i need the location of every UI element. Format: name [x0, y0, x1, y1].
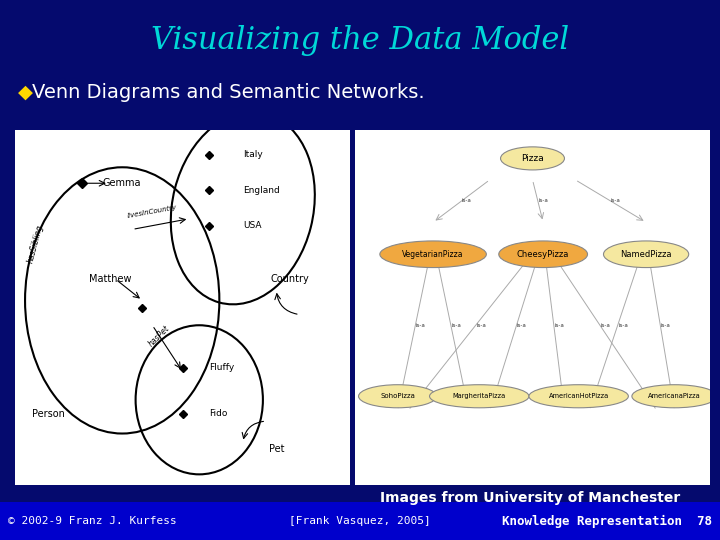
Text: Images from University of Manchester: Images from University of Manchester [380, 491, 680, 505]
Text: is-a: is-a [611, 199, 621, 204]
Text: is-a: is-a [539, 199, 548, 204]
Text: is-a: is-a [451, 323, 461, 328]
Ellipse shape [499, 241, 588, 267]
Text: Venn Diagrams and Semantic Networks.: Venn Diagrams and Semantic Networks. [32, 83, 425, 102]
Text: hasPet: hasPet [147, 323, 171, 348]
Text: Fluffy: Fluffy [210, 363, 235, 373]
Bar [15, 130, 350, 485]
Text: Gemma: Gemma [103, 178, 141, 188]
Text: VegetarianPizza: VegetarianPizza [402, 249, 464, 259]
Text: Pizza: Pizza [521, 154, 544, 163]
Text: USA: USA [243, 221, 261, 231]
Text: [Frank Vasquez, 2005]: [Frank Vasquez, 2005] [289, 516, 431, 526]
Text: is-a: is-a [661, 323, 670, 328]
Text: Fido: Fido [210, 409, 228, 418]
Text: Italy: Italy [243, 150, 263, 159]
Text: is-a: is-a [476, 323, 486, 328]
Text: © 2002-9 Franz J. Kurfess: © 2002-9 Franz J. Kurfess [8, 516, 176, 526]
Ellipse shape [603, 241, 689, 267]
Ellipse shape [529, 384, 629, 408]
Text: Country: Country [270, 274, 309, 284]
Text: is-a: is-a [462, 199, 472, 204]
Text: is-a: is-a [554, 323, 564, 328]
Text: Pet: Pet [269, 444, 284, 455]
Text: CheesyPizza: CheesyPizza [517, 249, 570, 259]
Ellipse shape [359, 384, 436, 408]
Ellipse shape [500, 147, 564, 170]
Text: is-a: is-a [415, 323, 426, 328]
Ellipse shape [430, 384, 529, 408]
Text: is-a: is-a [517, 323, 527, 328]
Text: ◆: ◆ [18, 83, 33, 102]
Text: hasSibling: hasSibling [26, 224, 45, 264]
Text: SohoPizza: SohoPizza [380, 393, 415, 399]
Text: Person: Person [32, 409, 65, 419]
Bar [0, 502, 720, 540]
Ellipse shape [380, 241, 486, 267]
Text: is-a: is-a [618, 323, 628, 328]
Text: AmericanHotPizza: AmericanHotPizza [549, 393, 609, 399]
Bar [355, 130, 710, 485]
Ellipse shape [632, 384, 717, 408]
Text: AmericanaPizza: AmericanaPizza [648, 393, 701, 399]
Text: Visualizing the Data Model: Visualizing the Data Model [151, 24, 569, 56]
Text: Matthew: Matthew [89, 274, 131, 284]
Text: is-a: is-a [600, 323, 611, 328]
Text: livesInCountry: livesInCountry [127, 204, 178, 219]
Text: Knowledge Representation  78: Knowledge Representation 78 [502, 515, 712, 528]
Text: MargheritaPizza: MargheritaPizza [453, 393, 506, 399]
Text: England: England [243, 186, 279, 195]
Text: NamedPizza: NamedPizza [621, 249, 672, 259]
